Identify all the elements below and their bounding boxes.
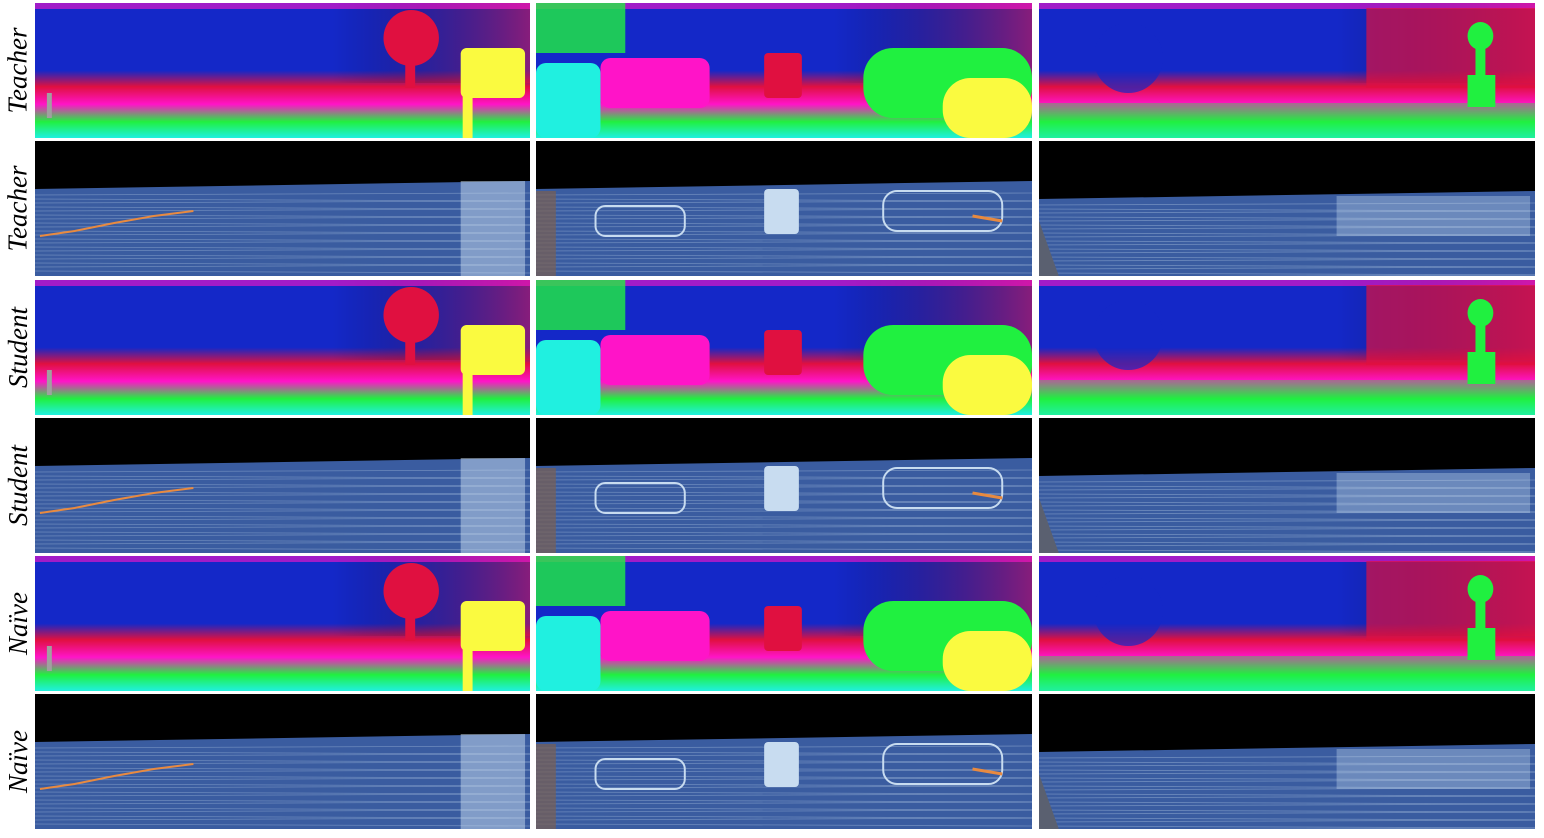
flow-map-image: [35, 3, 530, 138]
flow-map-image: [35, 556, 530, 691]
flow-map-panel: [1039, 3, 1535, 138]
row-label: Naïve: [2, 556, 34, 691]
error-map-image: [35, 694, 530, 829]
error-map-panel: [35, 418, 530, 553]
row-label: Student: [2, 418, 34, 553]
flow-map-panel: [1039, 280, 1535, 415]
error-map-image: [1039, 694, 1535, 829]
error-map-panel: [536, 141, 1032, 276]
row-label-text: Naïve: [5, 730, 32, 793]
flow-map-image: [536, 3, 1032, 138]
flow-map-image: [1039, 3, 1535, 138]
error-map-panel: [1039, 418, 1535, 553]
flow-map-panel: [35, 280, 530, 415]
flow-map-image: [536, 556, 1032, 691]
row-label: Naïve: [2, 694, 34, 829]
error-map-panel: [536, 418, 1032, 553]
error-map-panel: [35, 694, 530, 829]
error-map-panel: [536, 694, 1032, 829]
flow-map-image: [1039, 280, 1535, 415]
flow-map-image: [35, 280, 530, 415]
flow-map-panel: [536, 556, 1032, 691]
flow-map-image: [1039, 556, 1535, 691]
error-map-image: [1039, 418, 1535, 553]
error-map-image: [536, 418, 1032, 553]
error-map-panel: [35, 141, 530, 276]
row-label: Teacher: [2, 141, 34, 276]
row-label-text: Student: [5, 307, 32, 388]
flow-map-panel: [35, 3, 530, 138]
flow-map-image: [536, 280, 1032, 415]
error-map-panel: [1039, 694, 1535, 829]
row-label-text: Teacher: [5, 166, 32, 252]
row-label: Teacher: [2, 3, 34, 138]
row-label-text: Student: [5, 445, 32, 526]
flow-map-panel: [35, 556, 530, 691]
row-label-text: Teacher: [5, 28, 32, 114]
row-label-text: Naïve: [5, 592, 32, 655]
error-map-image: [536, 694, 1032, 829]
error-map-image: [35, 418, 530, 553]
error-map-image: [536, 141, 1032, 276]
error-map-image: [35, 141, 530, 276]
flow-map-panel: [1039, 556, 1535, 691]
flow-map-panel: [536, 3, 1032, 138]
flow-map-panel: [536, 280, 1032, 415]
error-map-panel: [1039, 141, 1535, 276]
row-label: Student: [2, 280, 34, 415]
error-map-image: [1039, 141, 1535, 276]
